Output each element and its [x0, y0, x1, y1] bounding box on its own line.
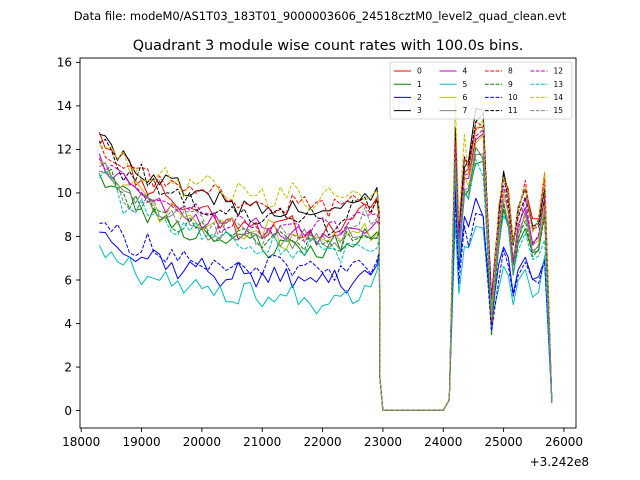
- series-line-15: [99, 146, 553, 411]
- legend-label-11: 11: [508, 106, 518, 115]
- series-line-5: [98, 219, 553, 411]
- legend-label-8: 8: [508, 67, 513, 76]
- legend-label-10: 10: [508, 93, 518, 102]
- series-line-6: [99, 134, 553, 411]
- x-tick-label: 19000: [122, 435, 160, 449]
- x-offset-label: +3.242e8: [530, 455, 589, 469]
- axes-frame: [79, 57, 577, 429]
- legend-label-3: 3: [417, 106, 422, 115]
- y-tick-label: 4: [64, 317, 72, 331]
- chart-title: Quadrant 3 module wise count rates with …: [133, 38, 524, 54]
- axes: 18000 19000 20000 21000 22000 23000 24000 25000…: [57, 56, 583, 449]
- x-tick-label: 24000: [424, 435, 462, 449]
- x-tick-label: 26000: [545, 435, 583, 449]
- series-line-11: [99, 113, 553, 411]
- series-line-2: [99, 188, 553, 411]
- legend-label-5: 5: [463, 80, 468, 89]
- plot-lines: [98, 98, 553, 411]
- y-tick-label: 8: [64, 230, 72, 244]
- y-tick-label: 0: [64, 404, 72, 418]
- y-tick-label: 2: [64, 360, 72, 374]
- legend-label-6: 6: [463, 93, 468, 102]
- legend-label-2: 2: [417, 93, 422, 102]
- x-tick-label: 25000: [484, 435, 522, 449]
- x-tick-label: 21000: [243, 435, 281, 449]
- legend-label-13: 13: [554, 80, 564, 89]
- series-line-13: [98, 158, 553, 411]
- legend-label-14: 14: [554, 93, 564, 102]
- y-tick-label: 10: [57, 186, 72, 200]
- y-tick-label: 16: [57, 56, 72, 70]
- legend-label-4: 4: [463, 67, 468, 76]
- y-tick-label: 12: [57, 143, 72, 157]
- x-tick-label: 20000: [183, 435, 221, 449]
- legend-label-12: 12: [554, 67, 564, 76]
- legend-label-9: 9: [508, 80, 513, 89]
- legend-label-0: 0: [417, 67, 422, 76]
- series-line-14: [99, 98, 553, 411]
- legend-label-1: 1: [417, 80, 422, 89]
- y-tick-label: 6: [64, 273, 72, 287]
- series-line-10: [99, 199, 553, 411]
- legend-label-7: 7: [463, 106, 468, 115]
- legend-box: [389, 61, 573, 120]
- series-line-8: [98, 121, 553, 411]
- y-tick-label: 14: [57, 99, 72, 113]
- x-tick-label: 22000: [303, 435, 341, 449]
- suptitle: Data file: modeM0/AS1T03_183T01_90000036…: [74, 9, 567, 23]
- legend-label-15: 15: [554, 106, 564, 115]
- x-tick-label: 18000: [62, 435, 100, 449]
- x-tick-label: 23000: [364, 435, 402, 449]
